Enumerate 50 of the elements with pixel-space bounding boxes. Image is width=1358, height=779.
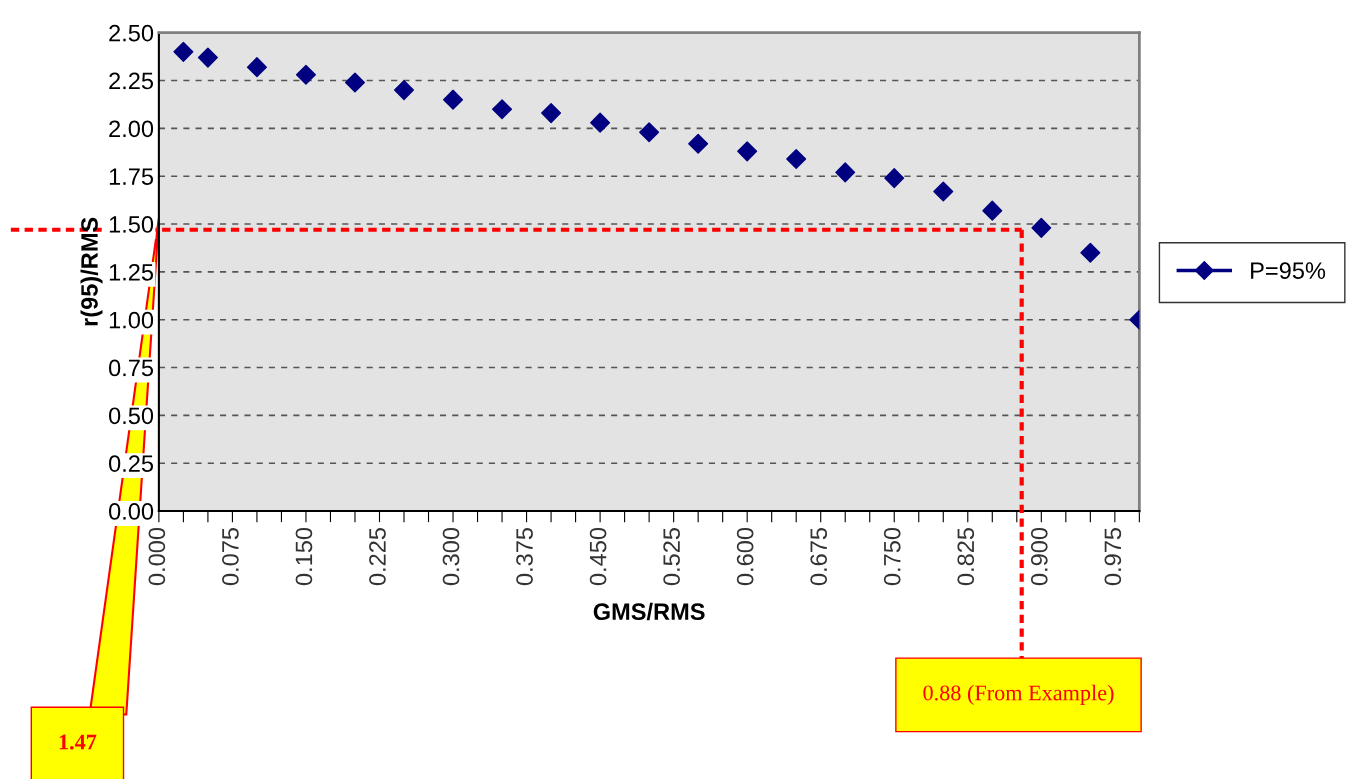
- y-tick-label: 2.25: [109, 72, 154, 90]
- y-tick-label: 0.25: [109, 455, 154, 472]
- x-tick-label: 0.150: [295, 527, 313, 586]
- x-tick-label: 0.375: [516, 527, 533, 586]
- x-tick-label: 0.750: [883, 527, 901, 586]
- point: [688, 133, 709, 154]
- x-tick-label: 0.075: [222, 527, 239, 586]
- y-tick-label: 0.75: [109, 359, 154, 377]
- point: [295, 64, 316, 85]
- point: [344, 72, 365, 93]
- point: [1031, 217, 1052, 238]
- point: [737, 141, 758, 162]
- point: [197, 47, 218, 68]
- point: [541, 103, 562, 124]
- point: [835, 162, 856, 183]
- point: [639, 122, 660, 143]
- y-tick-label: 1.75: [109, 168, 154, 185]
- x-axis-title: GMS/RMS: [593, 602, 705, 621]
- y-tick-label: 0.50: [109, 407, 154, 425]
- y-tick-label: 1.00: [109, 311, 154, 329]
- y-tick-label: 1.50: [109, 216, 154, 233]
- point: [590, 112, 611, 133]
- point: [246, 57, 267, 78]
- x-tick-label: 0.825: [957, 527, 975, 586]
- point: [1080, 242, 1101, 263]
- point: [173, 41, 194, 62]
- point: [933, 181, 954, 202]
- ref-line-label: 0.88 (From Example): [923, 684, 1114, 705]
- x-tick-label: 0.300: [442, 527, 460, 586]
- point: [393, 80, 415, 101]
- x-tick-label: 0.975: [1104, 527, 1122, 586]
- x-tick-label: 0.000: [148, 527, 166, 586]
- point: [443, 89, 464, 110]
- y-axis-title: r(95)/RMS: [80, 217, 103, 326]
- point: [786, 148, 807, 170]
- y-tick-label: 2.50: [109, 24, 154, 42]
- x-tick-label: 0.900: [1030, 527, 1048, 586]
- y-tick-label: 2.00: [109, 120, 154, 138]
- y-tick-label: 0.00: [109, 503, 154, 520]
- legend-label: P=95%: [1251, 262, 1326, 279]
- y-tick-label: 1.25: [109, 263, 154, 281]
- x-tick-label: 0.450: [589, 527, 607, 586]
- ref-line-label: 1.47: [59, 734, 97, 750]
- x-tick-label: 0.225: [369, 527, 386, 586]
- x-tick-label: 0.600: [736, 527, 754, 586]
- point: [982, 200, 1003, 221]
- x-tick-label: 0.525: [663, 527, 680, 586]
- point: [884, 168, 905, 189]
- point: [492, 99, 513, 120]
- x-tick-label: 0.675: [810, 527, 828, 586]
